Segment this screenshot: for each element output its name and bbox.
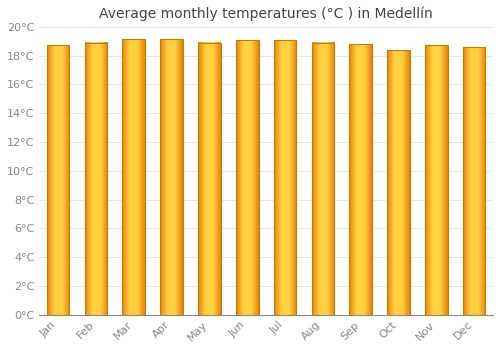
- Bar: [236, 41, 258, 315]
- Bar: [274, 41, 296, 315]
- Bar: [160, 39, 183, 315]
- Bar: [387, 50, 410, 315]
- Bar: [122, 39, 145, 315]
- Bar: [350, 44, 372, 315]
- Bar: [160, 39, 183, 315]
- Bar: [198, 43, 220, 315]
- Bar: [46, 46, 70, 315]
- Bar: [84, 43, 108, 315]
- Bar: [463, 47, 485, 315]
- Title: Average monthly temperatures (°C ) in Medellín: Average monthly temperatures (°C ) in Me…: [99, 7, 433, 21]
- Bar: [387, 50, 410, 315]
- Bar: [274, 41, 296, 315]
- Bar: [84, 43, 108, 315]
- Bar: [463, 47, 485, 315]
- Bar: [122, 39, 145, 315]
- Bar: [236, 41, 258, 315]
- Bar: [312, 43, 334, 315]
- Bar: [425, 45, 448, 315]
- Bar: [312, 43, 334, 315]
- Bar: [198, 43, 220, 315]
- Bar: [46, 46, 70, 315]
- Bar: [350, 44, 372, 315]
- Bar: [425, 45, 448, 315]
